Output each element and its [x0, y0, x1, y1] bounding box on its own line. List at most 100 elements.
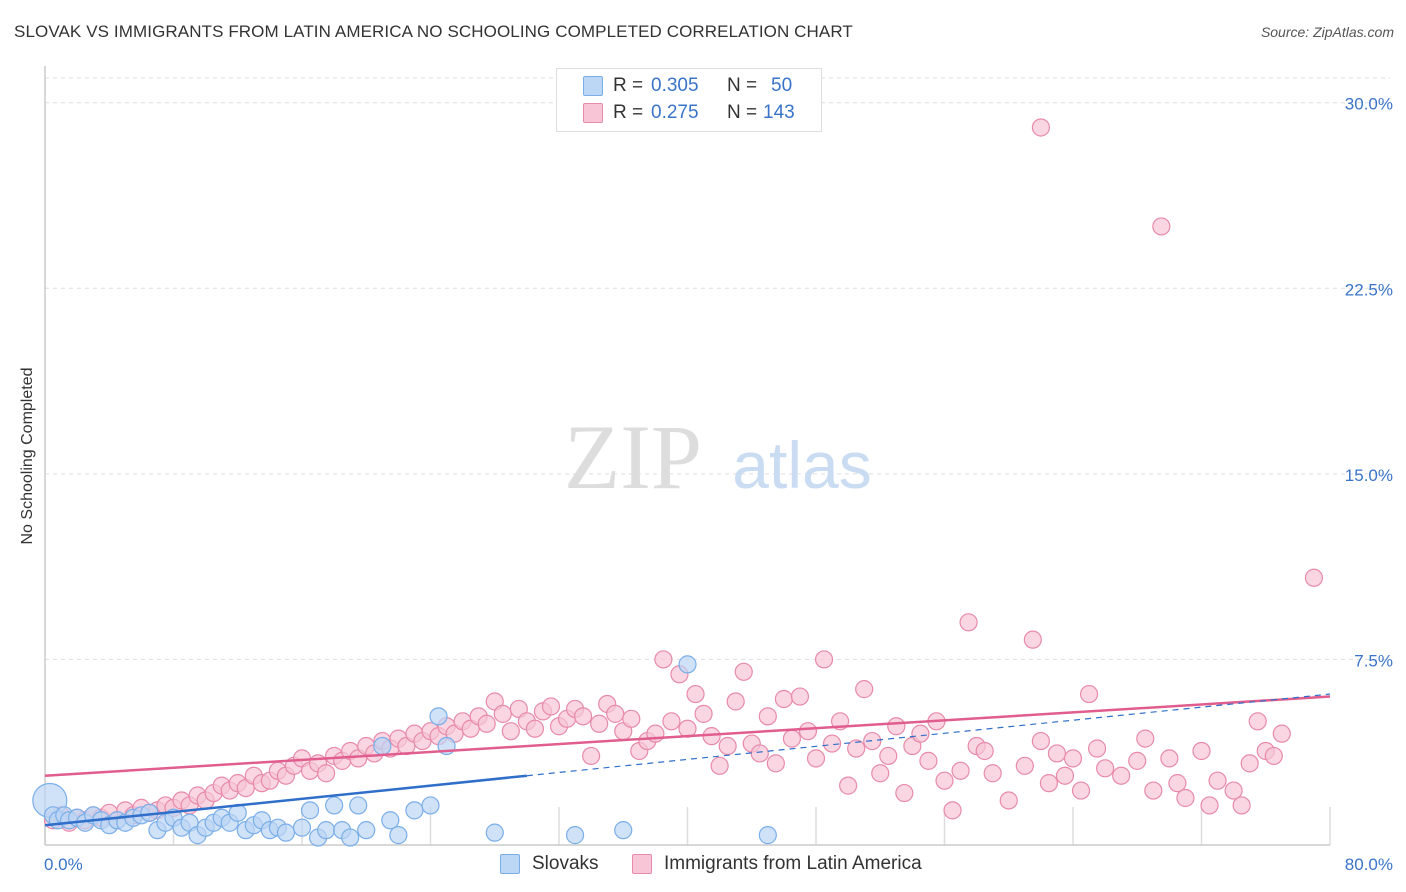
latin-america-point [790, 687, 810, 706]
latin-america-point [1031, 118, 1050, 137]
latin-america-point [1112, 766, 1131, 785]
latin-america-point [590, 714, 609, 733]
latin-america-point [573, 707, 593, 726]
y-tick-label: 30.0% [1345, 95, 1393, 114]
latin-america-point [501, 722, 520, 741]
watermark-atlas: atlas [732, 428, 871, 502]
latin-america-point [606, 704, 625, 723]
slovak-point [429, 707, 448, 726]
latin-america-point [943, 801, 962, 820]
x-tick-label: 0.0% [44, 855, 83, 874]
latin-america-point [1128, 751, 1147, 770]
latin-america-point [999, 791, 1018, 810]
bottom-legend-swatch-pink [632, 854, 652, 874]
latin-america-point [959, 613, 978, 632]
latin-america-point [654, 650, 673, 669]
latin-america-point [822, 734, 842, 753]
latin-america-point [798, 722, 818, 741]
slovak-point [614, 821, 633, 840]
latin-america-point [1055, 766, 1075, 785]
latin-america-point [1015, 756, 1034, 775]
tick-labels: 7.5% 15.0% 22.5% 30.0% 0.0% 80.0% [44, 95, 1393, 874]
bottom-legend-swatch-blue [500, 854, 520, 874]
latin-america-point [541, 697, 561, 716]
slovak-trend-extension [526, 693, 1331, 777]
latin-america-point [718, 736, 737, 756]
legend-row-latin-america: R = 0.275 N = 143 [557, 100, 821, 126]
latin-america-point [316, 764, 336, 783]
slovak-point [485, 823, 504, 842]
latin-america-point [734, 662, 753, 681]
slovak-point [316, 821, 336, 840]
legend-n-value: 143 [763, 102, 795, 123]
latin-america-point [839, 776, 858, 795]
latin-america-point [871, 764, 890, 783]
legend-r-label: R = [613, 75, 644, 96]
latin-america-point [662, 712, 681, 731]
source-label: Source: ZipAtlas.com [1260, 24, 1394, 40]
latin-america-point [582, 746, 601, 766]
latin-america-point [1248, 712, 1267, 731]
y-tick-label: 7.5% [1354, 651, 1393, 670]
latin-america-point [1160, 749, 1179, 768]
legend-r-value: 0.275 [651, 102, 699, 123]
latin-america-point [1264, 746, 1283, 766]
latin-america-point [1096, 759, 1115, 778]
slovak-point [341, 828, 360, 847]
slovak-point [325, 796, 344, 815]
latin-america-point [726, 692, 745, 711]
slovak-point [565, 826, 585, 845]
legend-n-value: 50 [771, 75, 793, 96]
latin-america-point [1200, 796, 1219, 815]
slovak-point [421, 796, 440, 815]
slovak-point [357, 821, 376, 840]
latin-america-point [1304, 568, 1324, 587]
latin-america-point [1192, 741, 1211, 761]
bottom-legend-label: Slovaks [532, 853, 599, 874]
latin-america-point [750, 744, 769, 763]
latin-america-point [1144, 781, 1163, 800]
latin-america-point [951, 761, 970, 780]
latin-america-point [622, 709, 641, 728]
y-tick-label: 22.5% [1345, 280, 1393, 299]
latin-america-point [895, 783, 914, 803]
latin-america-point [887, 717, 906, 736]
latin-america-point [1023, 630, 1042, 649]
latin-america-point [935, 771, 954, 790]
latin-america-point [1039, 774, 1059, 793]
latin-america-point [863, 731, 882, 751]
slovak-trend-line [44, 774, 528, 827]
latin-america-point [774, 689, 793, 709]
watermark: ZIP atlas [564, 406, 872, 508]
latin-america-point [1232, 796, 1251, 815]
bottom-legend-label: Immigrants from Latin America [664, 853, 922, 874]
latin-america-point [493, 704, 512, 723]
slovak-point [292, 818, 312, 837]
latin-america-point [1136, 729, 1155, 748]
latin-america-point [1152, 217, 1171, 236]
latin-america-trend-line [44, 695, 1331, 777]
legend-r-value: 0.305 [651, 75, 699, 96]
slovak-point [389, 826, 408, 845]
slovak-point [276, 823, 296, 842]
correlation-legend: R = 0.305 N = 50 R = 0.275 N = 143 [556, 68, 822, 132]
legend-n-label: N = [727, 102, 758, 123]
latin-america-point [710, 756, 729, 775]
slovak-point [405, 801, 424, 820]
latin-america-point [525, 719, 545, 738]
latin-america-point [694, 704, 713, 723]
latin-america-point [758, 707, 777, 726]
latin-america-point [847, 739, 866, 758]
latin-america-point [911, 724, 930, 743]
latin-america-point [806, 749, 826, 768]
latin-america-point [1079, 684, 1099, 704]
latin-america-point [983, 764, 1002, 783]
slovak-point [300, 801, 320, 820]
legend-n-label: N = [727, 75, 758, 96]
legend-row-slovaks: R = 0.305 N = 50 [557, 73, 821, 99]
latin-america-point [1047, 744, 1067, 763]
latin-america-point [879, 746, 898, 766]
latin-america-point [1087, 739, 1107, 758]
latin-america-point [1031, 731, 1050, 751]
